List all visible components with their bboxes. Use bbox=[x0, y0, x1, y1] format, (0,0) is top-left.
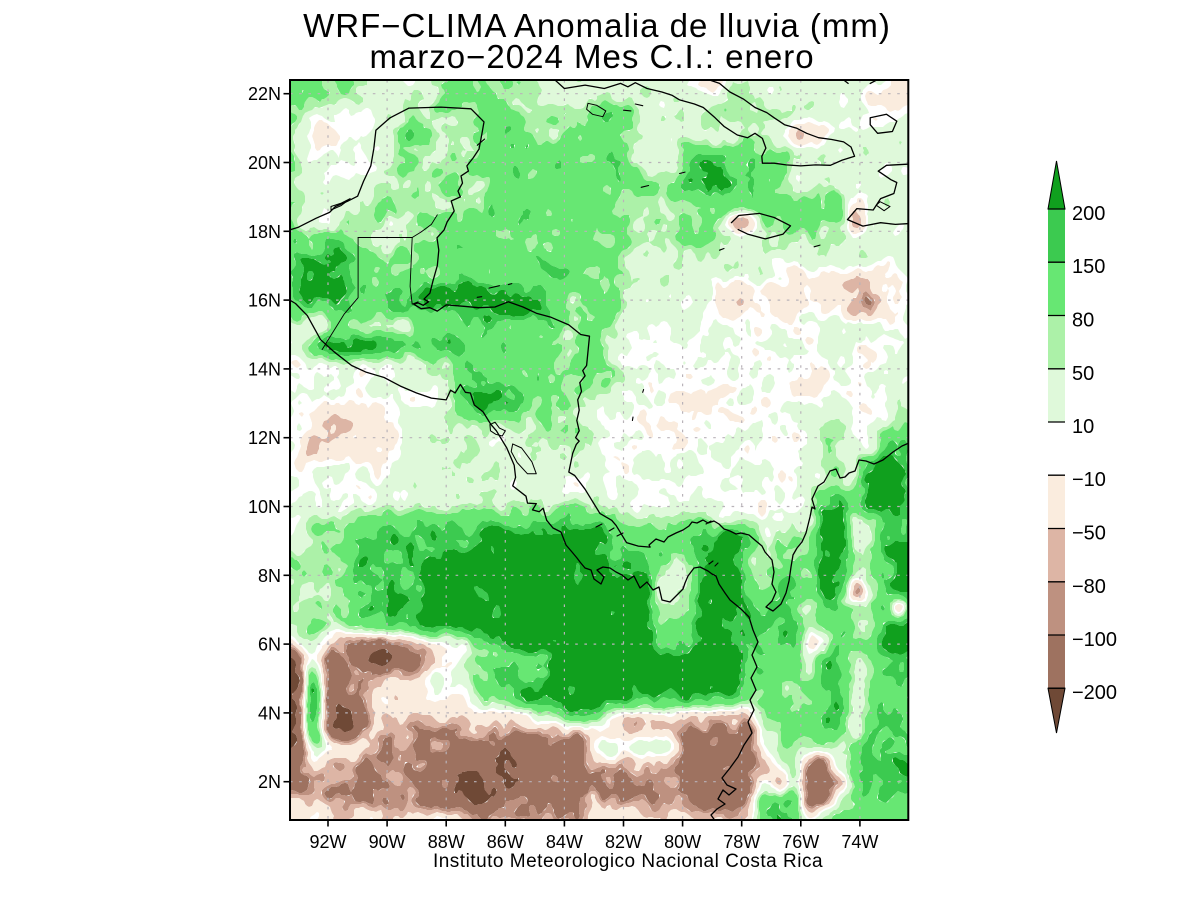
svg-text:6N: 6N bbox=[258, 635, 281, 655]
svg-text:88W: 88W bbox=[428, 832, 465, 852]
svg-text:50: 50 bbox=[1072, 363, 1094, 385]
svg-text:−50: −50 bbox=[1072, 523, 1106, 545]
svg-text:92W: 92W bbox=[309, 832, 346, 852]
svg-text:200: 200 bbox=[1072, 203, 1105, 225]
svg-text:−200: −200 bbox=[1072, 682, 1117, 704]
svg-text:−80: −80 bbox=[1072, 576, 1106, 598]
svg-text:80W: 80W bbox=[664, 832, 701, 852]
svg-text:−100: −100 bbox=[1072, 629, 1117, 651]
svg-text:8N: 8N bbox=[258, 566, 281, 586]
svg-text:76W: 76W bbox=[782, 832, 819, 852]
svg-text:90W: 90W bbox=[369, 832, 406, 852]
svg-text:20N: 20N bbox=[248, 153, 281, 173]
svg-text:82W: 82W bbox=[605, 832, 642, 852]
svg-text:marzo−2024 Mes C.I.: enero: marzo−2024 Mes C.I.: enero bbox=[369, 38, 814, 75]
svg-text:84W: 84W bbox=[546, 832, 583, 852]
svg-text:18N: 18N bbox=[248, 222, 281, 242]
svg-text:86W: 86W bbox=[487, 832, 524, 852]
svg-text:74W: 74W bbox=[841, 832, 878, 852]
svg-text:10: 10 bbox=[1072, 416, 1094, 438]
svg-text:10N: 10N bbox=[248, 497, 281, 517]
svg-text:−10: −10 bbox=[1072, 469, 1106, 491]
svg-text:22N: 22N bbox=[248, 84, 281, 104]
svg-text:14N: 14N bbox=[248, 359, 281, 379]
svg-text:80: 80 bbox=[1072, 310, 1094, 332]
svg-text:150: 150 bbox=[1072, 256, 1105, 278]
svg-text:WRF−CLIMA Anomalia de lluvia (: WRF−CLIMA Anomalia de lluvia (mm) bbox=[303, 7, 891, 44]
svg-text:4N: 4N bbox=[258, 703, 281, 723]
svg-text:16N: 16N bbox=[248, 291, 281, 311]
svg-text:Instituto Meteorologico Nacion: Instituto Meteorologico Nacional Costa R… bbox=[433, 851, 823, 872]
svg-text:12N: 12N bbox=[248, 428, 281, 448]
svg-text:78W: 78W bbox=[723, 832, 760, 852]
svg-text:2N: 2N bbox=[258, 772, 281, 792]
